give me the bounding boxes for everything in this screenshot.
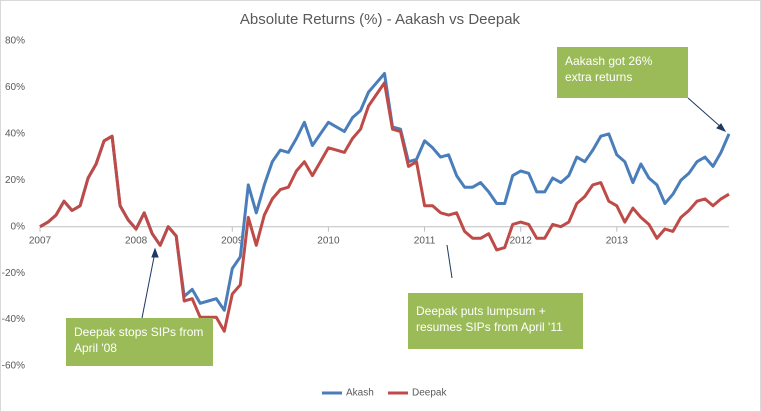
annotation: Deepak puts lumpsum + resumes SIPs from …	[408, 293, 583, 349]
y-tick-label: 80%	[5, 36, 25, 47]
arrow-head	[716, 123, 727, 132]
y-tick-label: -20%	[2, 268, 25, 279]
series-line	[39, 81, 730, 333]
legend-label: Akash	[346, 388, 374, 399]
y-tick-label: -40%	[2, 314, 25, 325]
x-tick-label: 2008	[125, 235, 148, 246]
legend-label: Deepak	[412, 388, 447, 399]
y-tick-label: 20%	[5, 175, 25, 186]
x-tick-label: 2009	[221, 235, 244, 246]
arrow-head	[151, 247, 159, 258]
chart-title: Absolute Returns (%) - Aakash vs Deepak	[240, 11, 521, 28]
y-tick-label: -60%	[2, 361, 25, 372]
x-tick-label: 2007	[29, 235, 52, 246]
y-tick-label: 40%	[5, 128, 25, 139]
y-tick-label: 60%	[5, 82, 25, 93]
x-tick-label: 2011	[414, 235, 436, 246]
x-tick-label: 2012	[510, 235, 533, 246]
arrow	[446, 244, 453, 279]
annotation: Deepak stops SIPs from April '08	[66, 318, 213, 366]
arrow	[687, 97, 723, 129]
annotation: Aakash got 26% extra returns	[557, 47, 688, 98]
annotation-arrows	[141, 97, 727, 319]
x-tick-label: 2010	[317, 235, 340, 246]
y-tick-label: 0%	[11, 221, 26, 232]
x-tick-label: 2013	[606, 235, 629, 246]
arrow	[141, 251, 156, 319]
